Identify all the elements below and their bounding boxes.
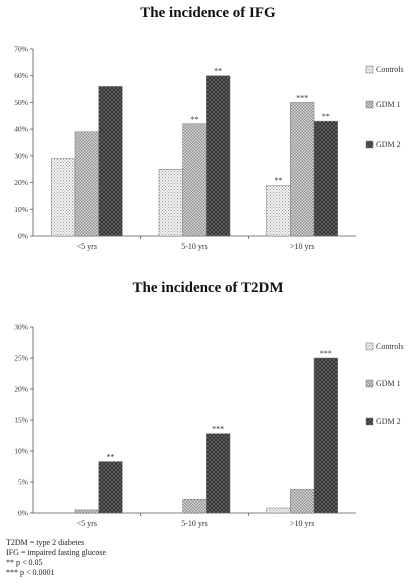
chart2-y-tick-label: 5%	[18, 478, 28, 487]
chart2-title: The incidence of T2DM	[133, 280, 284, 296]
chart2-y-tick-label: 15%	[14, 416, 28, 425]
chart1-y-tick-label: 10%	[14, 205, 28, 214]
chart1-y-tick-label: 40%	[14, 125, 28, 134]
chart2-bar-controls	[266, 507, 291, 514]
chart1-bar-gdm-1	[182, 123, 207, 237]
chart1-category-label: >10 yrs	[290, 242, 314, 251]
chart2-category-label: >10 yrs	[290, 519, 314, 528]
chart1-bar-controls	[266, 184, 291, 237]
chart2-category-label: 5-10 yrs	[181, 519, 207, 528]
footnote-p05: ** p < 0.05	[6, 558, 43, 567]
chart1-significance-marker: **	[214, 67, 222, 76]
chart1-bar-gdm-1	[74, 131, 99, 237]
chart2-legend-label: GDM 1	[376, 379, 401, 388]
chart1-category-label: 5-10 yrs	[181, 242, 207, 251]
chart1-bar-gdm-1	[290, 102, 315, 237]
chart1-legend-swatch	[365, 100, 374, 109]
chart2-bar-gdm-2	[98, 461, 123, 514]
footnotes: T2DM = type 2 diabetes IFG = impaired fa…	[6, 538, 106, 578]
chart2-significance-marker: ***	[320, 349, 332, 358]
chart1-y-tick-label: 0%	[18, 232, 28, 241]
chart1-y-tick-label: 60%	[14, 71, 28, 80]
chart1-y-tick-label: 20%	[14, 178, 28, 187]
chart2: The incidence of T2DM 0% 5% 10% 15% 20% 25% 30%…	[14, 280, 403, 528]
chart2-bar-gdm-2	[206, 433, 231, 514]
chart2-legend-swatch	[365, 342, 374, 351]
chart1-bar-gdm-2	[206, 75, 231, 237]
chart2-legend-swatch	[365, 379, 374, 388]
chart1-title: The incidence of IFG	[140, 5, 276, 21]
chart1-significance-marker: **	[322, 112, 330, 121]
chart1-legend-label: Controls	[376, 65, 404, 74]
chart2-significance-marker: **	[107, 453, 115, 462]
chart2-legend-swatch	[365, 417, 374, 426]
chart2-y-tick-label: 30%	[14, 323, 28, 332]
chart2-y-tick-label: 25%	[14, 354, 28, 363]
footnote-ifg: IFG = impaired fasting glucose	[6, 548, 107, 557]
chart2-bar-gdm-1	[182, 499, 207, 514]
chart1-y-tick-label: 50%	[14, 98, 28, 107]
footnote-p0001: *** p < 0.0001	[6, 568, 55, 577]
chart1-legend-swatch	[365, 140, 374, 149]
chart2-category-label: <5 yrs	[77, 519, 97, 528]
chart2-significance-marker: ***	[212, 425, 224, 434]
chart1-significance-marker: ***	[296, 93, 308, 102]
chart2-y-tick-label: 20%	[14, 385, 28, 394]
chart2-bar-gdm-1	[74, 509, 99, 514]
chart1-legend-swatch	[365, 65, 374, 74]
chart1-significance-marker: **	[274, 176, 282, 185]
chart1-bar-controls	[158, 168, 183, 237]
chart1-bar-gdm-2	[98, 86, 123, 237]
chart2-bar-gdm-2	[313, 357, 338, 514]
chart2-y-tick-label: 0%	[18, 509, 28, 518]
footnote-t2dm: T2DM = type 2 diabetes	[6, 538, 85, 547]
chart1-legend-label: GDM 1	[376, 100, 401, 109]
chart2-legend-label: Controls	[376, 342, 404, 351]
chart1-legend-label: GDM 2	[376, 140, 401, 149]
chart1-y-tick-label: 30%	[14, 151, 28, 160]
chart1-significance-marker: **	[191, 115, 199, 124]
chart2-y-tick-label: 10%	[14, 447, 28, 456]
chart1: The incidence of IFG 0% 10% 20% 30% 40% 50% 60%…	[14, 5, 403, 251]
chart1-bar-gdm-2	[313, 120, 338, 237]
chart1-bar-controls	[51, 158, 76, 237]
chart1-category-label: <5 yrs	[77, 242, 97, 251]
chart2-legend-label: GDM 2	[376, 417, 401, 426]
chart2-bar-gdm-1	[290, 489, 315, 514]
chart1-y-tick-label: 70%	[14, 45, 28, 54]
